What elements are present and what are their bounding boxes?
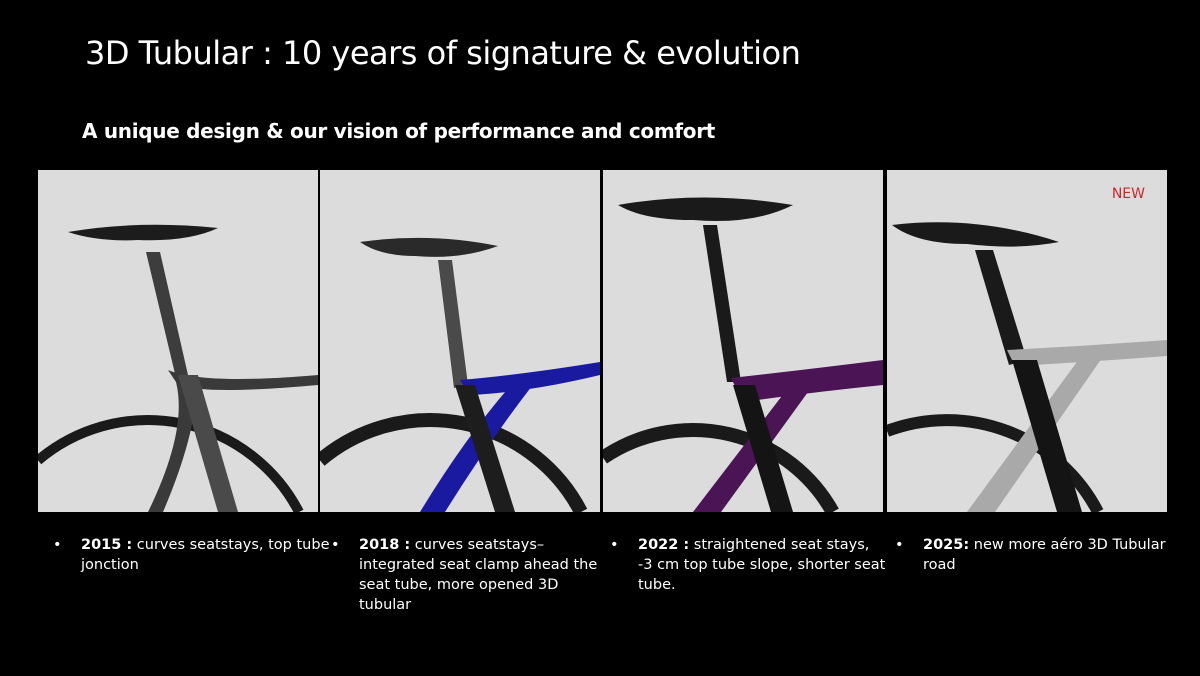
- new-badge: NEW: [1111, 186, 1145, 202]
- top-tube: [460, 362, 600, 395]
- saddle: [618, 197, 793, 221]
- caption-year: 2022 :: [638, 537, 690, 553]
- wheel: [887, 414, 1104, 512]
- bike-frame-illustration: [38, 224, 318, 512]
- seatstay: [693, 388, 808, 512]
- caption-text: straightened seat stays, -3 cm top tube …: [638, 537, 886, 593]
- bike-photo-2025: NEW: [887, 170, 1167, 512]
- seatpost: [703, 225, 741, 382]
- top-tube: [731, 360, 883, 402]
- bike-frame-illustration: [603, 197, 883, 512]
- caption-2022: • 2022 : straightened seat stays, -3 cm t…: [610, 535, 888, 595]
- bike-photo-2018: [320, 170, 600, 512]
- caption-text: new more aéro 3D Tubular road: [923, 537, 1166, 573]
- seat-tube: [733, 385, 793, 512]
- top-tube: [168, 370, 318, 390]
- caption-2015: • 2015 : curves seatstays, top tube jonct…: [53, 535, 331, 575]
- bike-frame-illustration: [320, 237, 600, 512]
- caption-text: curves seatstays– integrated seat clamp …: [359, 537, 598, 613]
- caption-year: 2018 :: [359, 537, 411, 553]
- seatstay: [148, 382, 197, 512]
- seatpost: [438, 260, 468, 388]
- bike-photo-2022: [603, 170, 883, 512]
- seat-tube: [1012, 360, 1082, 512]
- seatpost: [146, 252, 188, 378]
- bullet: •: [610, 537, 619, 553]
- top-tube: [1007, 340, 1167, 366]
- bullet: •: [895, 537, 904, 553]
- caption-2025: • 2025: new more aéro 3D Tubular road: [895, 535, 1173, 575]
- bike-frame-illustration: [887, 222, 1167, 512]
- caption-text: curves seatstays, top tube jonction: [81, 537, 330, 573]
- seat-tube: [178, 375, 238, 512]
- saddle: [68, 224, 218, 241]
- slide-subtitle: A unique design & our vision of performa…: [82, 119, 716, 143]
- caption-year: 2015 :: [81, 537, 133, 553]
- seat-tube: [455, 385, 515, 512]
- caption-year: 2025:: [923, 537, 970, 553]
- wheel: [603, 423, 839, 512]
- wheel: [320, 413, 588, 512]
- bullet: •: [331, 537, 340, 553]
- bike-photo-2015: [38, 170, 318, 512]
- slide-title: 3D Tubular : 10 years of signature & evo…: [85, 34, 801, 72]
- seatpost: [975, 250, 1027, 365]
- bullet: •: [53, 537, 62, 553]
- saddle: [892, 222, 1059, 247]
- caption-2018: • 2018 : curves seatstays– integrated sea…: [331, 535, 609, 615]
- saddle: [360, 237, 498, 257]
